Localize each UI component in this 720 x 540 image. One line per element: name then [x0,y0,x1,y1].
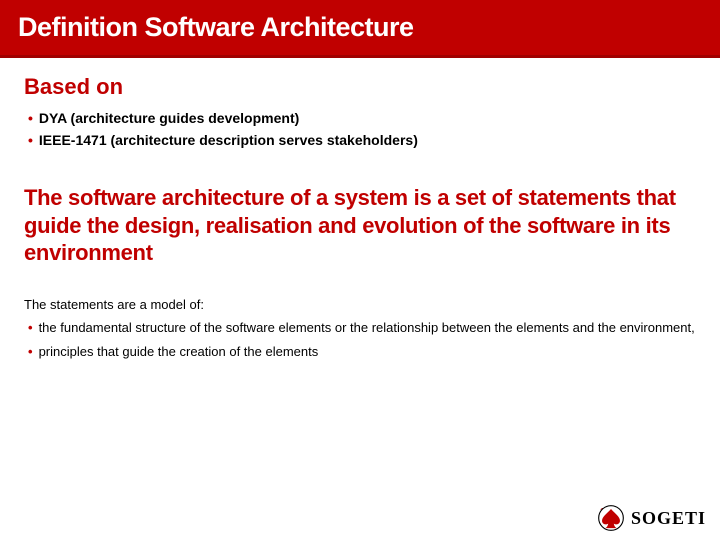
bullet-text: principles that guide the creation of th… [39,344,319,359]
bullet-dot-icon: • [28,320,33,335]
based-on-heading: Based on [24,74,696,100]
bullet-text: DYA (architecture guides development) [39,110,299,126]
slide-header: Definition Software Architecture [0,0,720,58]
statements-lead: The statements are a model of: [24,297,696,312]
bullet-dot-icon: • [28,110,33,126]
slide-title: Definition Software Architecture [18,12,702,43]
slide-footer: SOGETI [597,504,706,532]
bullet-item: • principles that guide the creation of t… [28,344,696,361]
spade-icon [597,504,625,532]
bullet-text: the fundamental structure of the softwar… [39,320,695,335]
sogeti-logo: SOGETI [597,504,706,532]
logo-text: SOGETI [631,508,706,529]
bullet-item: • DYA (architecture guides development) [28,110,696,126]
definition-paragraph: The software architecture of a system is… [24,184,696,267]
bullet-dot-icon: • [28,132,33,148]
bullet-item: • IEEE-1471 (architecture description ser… [28,132,696,148]
bullet-dot-icon: • [28,344,33,359]
slide-content: Based on • DYA (architecture guides devel… [0,58,720,361]
bullet-item: • the fundamental structure of the softwa… [28,320,696,337]
bullet-text: IEEE-1471 (architecture description serv… [39,132,418,148]
